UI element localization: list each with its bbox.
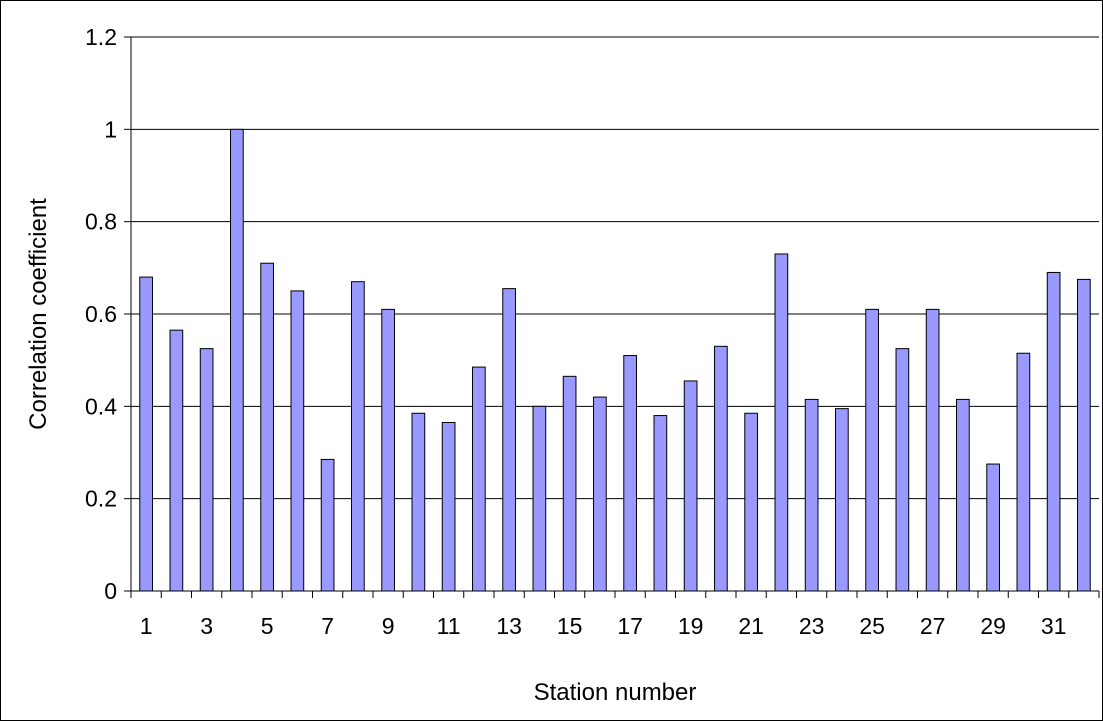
x-tick-label: 7 <box>321 613 334 639</box>
bar-station-5 <box>260 262 274 592</box>
bar-station-11 <box>441 421 456 592</box>
bar-station-9 <box>381 308 395 592</box>
bar-station-8 <box>351 281 365 592</box>
bar-station-15 <box>562 375 577 592</box>
x-tick-label: 9 <box>382 613 395 639</box>
bar-station-22 <box>774 253 789 592</box>
x-tick-label: 1 <box>140 613 153 639</box>
bar-station-26 <box>895 348 910 592</box>
bar-station-4 <box>230 128 244 592</box>
x-tick-label: 5 <box>261 613 274 639</box>
y-tick-label: 0.6 <box>85 301 117 327</box>
bar-station-12 <box>472 366 486 592</box>
gridlines <box>131 36 1099 500</box>
bar-station-32 <box>1077 278 1091 592</box>
bar-station-27 <box>925 308 940 592</box>
axes <box>124 36 1100 598</box>
bar-station-7 <box>320 458 335 592</box>
bar-station-1 <box>139 276 153 592</box>
bar-station-3 <box>199 348 214 592</box>
y-axis-title: Correlation coefficient <box>25 198 52 430</box>
x-tick-label: 11 <box>437 613 461 639</box>
y-tick-label: 0.4 <box>85 393 117 419</box>
bar-station-28 <box>956 398 970 592</box>
bar-station-29 <box>986 463 1000 592</box>
y-tick-label: 1.2 <box>85 24 117 50</box>
x-tick-label: 31 <box>1041 613 1067 639</box>
x-tick-label: 19 <box>678 613 704 639</box>
x-tick-label: 3 <box>200 613 213 639</box>
bar-station-17 <box>623 355 637 592</box>
bar-station-13 <box>502 288 516 592</box>
bar-station-31 <box>1046 271 1061 592</box>
bars <box>139 128 1091 592</box>
x-tick-label: 25 <box>859 613 885 639</box>
y-tick-label: 0 <box>104 578 117 604</box>
bar-station-6 <box>290 290 305 592</box>
y-tick-label: 0.2 <box>85 486 117 512</box>
bar-station-24 <box>835 408 849 592</box>
bar-station-25 <box>865 308 879 592</box>
x-tick-label: 15 <box>557 613 583 639</box>
x-tick-label: 17 <box>617 613 643 639</box>
bar-station-19 <box>683 380 698 592</box>
x-tick-label: 21 <box>738 613 764 639</box>
bar-station-23 <box>804 398 819 592</box>
x-tick-label: 27 <box>920 613 946 639</box>
x-tick-label: 13 <box>496 613 522 639</box>
bar-station-10 <box>411 412 426 592</box>
y-tick-label: 0.8 <box>85 209 117 235</box>
bar-station-14 <box>532 405 547 592</box>
bar-station-2 <box>169 329 184 592</box>
bar-station-21 <box>744 412 758 592</box>
y-tick-label: 1 <box>104 116 117 142</box>
x-tick-label: 23 <box>799 613 825 639</box>
tick-labels: 00.20.40.60.811.21 3 5 7 9 11 13 15 17 19 21 23 25 27… <box>85 24 1066 639</box>
bar-station-18 <box>653 415 668 592</box>
bar-station-20 <box>714 345 728 592</box>
bar-station-16 <box>593 396 607 592</box>
x-axis-title: Station number <box>534 679 697 706</box>
x-tick-label: 29 <box>980 613 1006 639</box>
bar-station-30 <box>1016 352 1031 592</box>
